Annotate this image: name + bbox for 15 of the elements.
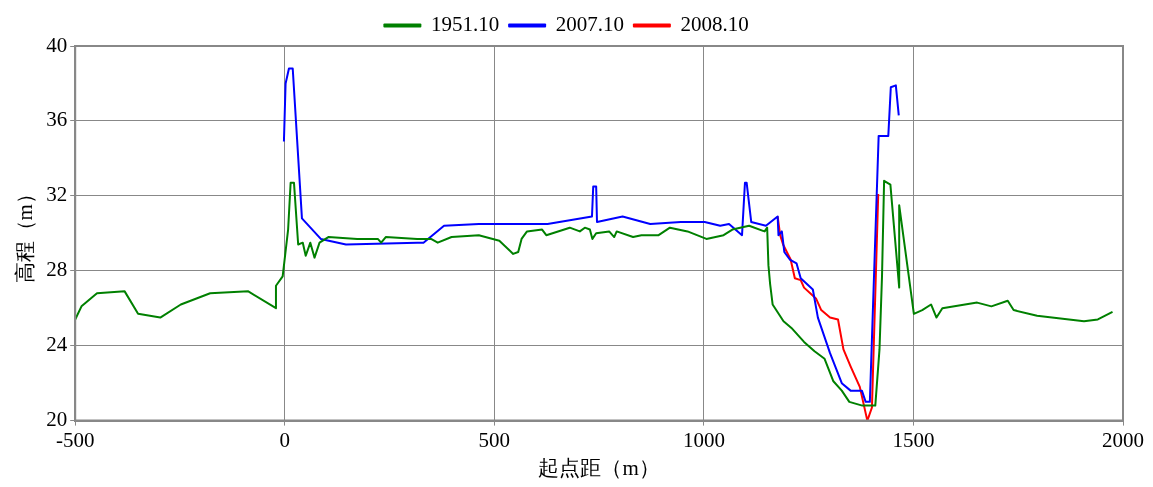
legend-label: 1951.10 bbox=[430, 12, 500, 37]
y-tick-label: 24 bbox=[46, 332, 68, 357]
x-tick-label: 0 bbox=[279, 427, 291, 452]
x-axis-title: 起点距（m） bbox=[538, 455, 660, 480]
y-tick-label: 28 bbox=[46, 257, 68, 282]
x-tick-label: 1500 bbox=[892, 427, 935, 452]
legend-label: 2007.10 bbox=[555, 12, 624, 37]
x-tick-label: 1000 bbox=[682, 427, 725, 452]
y-tick-label: 32 bbox=[46, 182, 68, 207]
y-axis-title: 高程（m） bbox=[13, 183, 38, 284]
x-tick-label: 2000 bbox=[1102, 427, 1144, 452]
x-tick-label: 500 bbox=[478, 427, 511, 452]
y-tick-label: 36 bbox=[46, 107, 68, 132]
y-tick-label: 40 bbox=[46, 32, 68, 57]
legend-label: 2008.10 bbox=[680, 12, 749, 37]
